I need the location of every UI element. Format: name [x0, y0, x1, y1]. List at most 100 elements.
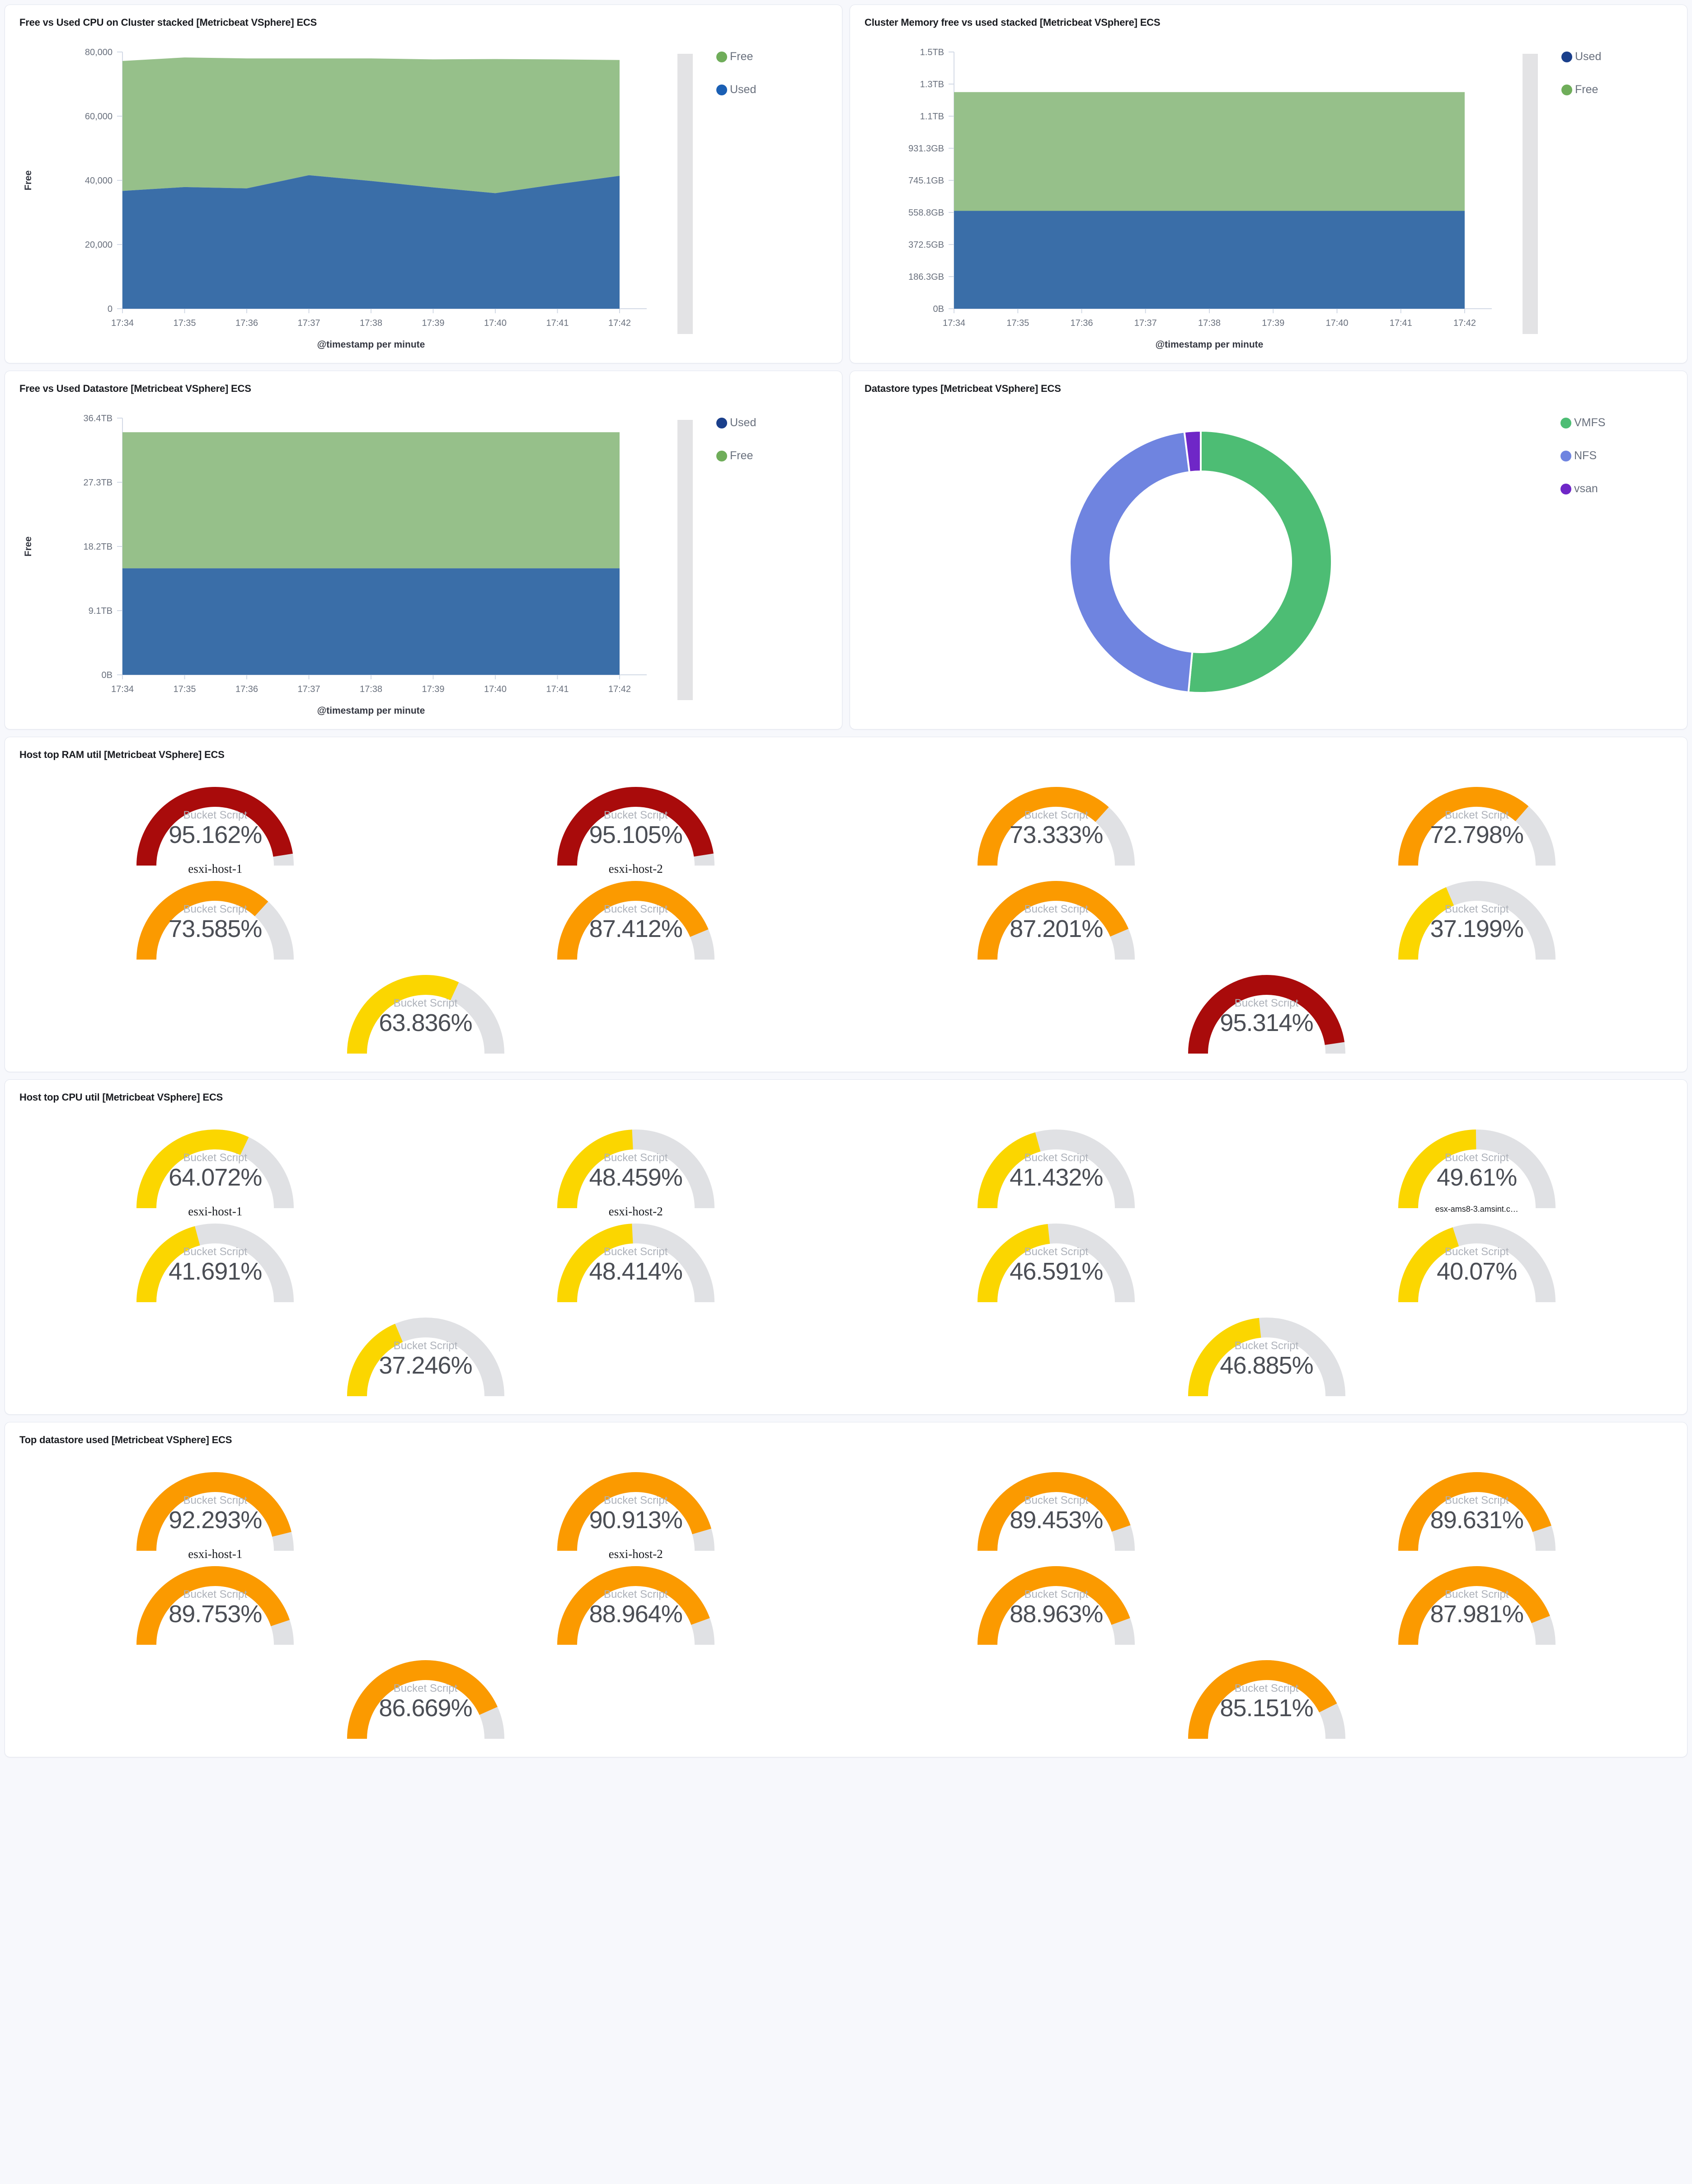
- panel-title-cpu-cluster: Free vs Used CPU on Cluster stacked [Met…: [19, 17, 317, 28]
- gauge-cell[interactable]: Bucket Script 72.798%: [1267, 776, 1687, 870]
- legend-color-swatch-icon: [1560, 417, 1571, 428]
- chart-scrollbar-datastore[interactable]: [677, 420, 693, 700]
- gauge-cell[interactable]: Bucket Script 46.885%: [1056, 1307, 1477, 1401]
- gauge-cell[interactable]: Bucket Script 49.61% esx-ams8-3.amsint.c…: [1267, 1119, 1687, 1214]
- legend-item[interactable]: NFS: [1560, 449, 1687, 462]
- legend-item[interactable]: Used: [1561, 50, 1687, 63]
- gauge[interactable]: Bucket Script 85.151%: [1176, 1649, 1357, 1743]
- gauge[interactable]: Bucket Script 46.885%: [1176, 1307, 1357, 1401]
- svg-text:17:37: 17:37: [1134, 318, 1157, 328]
- gauge[interactable]: Bucket Script 87.981%: [1386, 1555, 1567, 1649]
- gauge[interactable]: Bucket Script 87.412%: [545, 870, 726, 964]
- gauge[interactable]: Bucket Script 48.414%: [545, 1213, 726, 1307]
- gauge-arc: [136, 1130, 294, 1209]
- gauge-cell[interactable]: Bucket Script 46.591%: [846, 1213, 1267, 1307]
- gauge-cell[interactable]: Bucket Script 87.412%: [426, 870, 846, 964]
- gauge[interactable]: Bucket Script 95.314%: [1176, 964, 1357, 1058]
- gauge-cell[interactable]: Bucket Script 73.333%: [846, 776, 1267, 870]
- gauge-cell[interactable]: Bucket Script 95.105% esxi-host-2: [426, 776, 846, 875]
- gauge-cell[interactable]: Bucket Script 95.162% esxi-host-1: [5, 776, 426, 875]
- gauge-cell[interactable]: Bucket Script 89.753%: [5, 1555, 426, 1649]
- gauge-cell[interactable]: Bucket Script 41.432%: [846, 1119, 1267, 1213]
- gauge[interactable]: Bucket Script 37.246%: [335, 1307, 516, 1401]
- gauge[interactable]: Bucket Script 72.798%: [1386, 776, 1567, 870]
- gauge-cell[interactable]: Bucket Script 37.199%: [1267, 870, 1687, 964]
- svg-text:80,000: 80,000: [85, 47, 113, 57]
- legend-item[interactable]: Used: [716, 83, 842, 96]
- gauge[interactable]: Bucket Script 46.591%: [966, 1213, 1147, 1307]
- gauge-arc: [557, 881, 714, 960]
- svg-text:17:34: 17:34: [111, 318, 134, 328]
- svg-text:17:35: 17:35: [1006, 318, 1029, 328]
- gauge-arc: [136, 1472, 294, 1551]
- gauge-cell[interactable]: Bucket Script 37.246%: [215, 1307, 636, 1401]
- gauge-cell[interactable]: Bucket Script 41.691%: [5, 1213, 426, 1307]
- gauge-cell[interactable]: Bucket Script 63.836%: [215, 964, 636, 1058]
- chart-scrollbar-cpu-cluster[interactable]: [677, 54, 693, 334]
- legend-item-label: VMFS: [1574, 416, 1606, 429]
- legend-item[interactable]: Free: [1561, 83, 1687, 96]
- gauge[interactable]: Bucket Script 89.753%: [125, 1555, 306, 1649]
- gauge-arc: [1188, 1660, 1345, 1739]
- gauge[interactable]: Bucket Script 89.453%: [966, 1461, 1147, 1555]
- legend-item[interactable]: Free: [716, 449, 842, 462]
- svg-text:558.8GB: 558.8GB: [908, 208, 944, 218]
- gauge[interactable]: Bucket Script 86.669%: [335, 1649, 516, 1743]
- gauge[interactable]: Bucket Script 95.162% esxi-host-1: [125, 776, 306, 875]
- gauge[interactable]: Bucket Script 90.913% esxi-host-2: [545, 1461, 726, 1561]
- gauge-cell[interactable]: Bucket Script 64.072% esxi-host-1: [5, 1119, 426, 1218]
- donut-chart-wrap: [850, 395, 1533, 729]
- gauge-cell[interactable]: Bucket Script 89.631%: [1267, 1461, 1687, 1555]
- chart-area-cpu-cluster: 0 20,000 40,000 60,000 80,000 17:34 17:35 17:36…: [5, 28, 693, 363]
- gauge[interactable]: Bucket Script 48.459% esxi-host-2: [545, 1119, 726, 1218]
- gauge[interactable]: Bucket Script 41.432%: [966, 1119, 1147, 1213]
- gauge-cell[interactable]: Bucket Script 85.151%: [1056, 1649, 1477, 1743]
- gauge-cell[interactable]: Bucket Script 87.981%: [1267, 1555, 1687, 1649]
- gauge[interactable]: Bucket Script 87.201%: [966, 870, 1147, 964]
- gauge[interactable]: Bucket Script 64.072% esxi-host-1: [125, 1119, 306, 1218]
- gauge-cell[interactable]: Bucket Script 73.585%: [5, 870, 426, 964]
- legend-item[interactable]: vsan: [1560, 482, 1687, 495]
- gauge-cell[interactable]: Bucket Script 88.964%: [426, 1555, 846, 1649]
- svg-text:17:39: 17:39: [422, 684, 444, 694]
- gauge-cell[interactable]: Bucket Script 86.669%: [215, 1649, 636, 1743]
- gauge[interactable]: Bucket Script 73.333%: [966, 776, 1147, 870]
- gauge-cell[interactable]: Bucket Script 48.459% esxi-host-2: [426, 1119, 846, 1218]
- gauge[interactable]: Bucket Script 40.07%: [1386, 1213, 1567, 1307]
- area-chart-cpu-cluster: 0 20,000 40,000 60,000 80,000 17:34 17:35 17:36…: [23, 47, 647, 350]
- gauge[interactable]: Bucket Script 63.836%: [335, 964, 516, 1058]
- legend-item[interactable]: VMFS: [1560, 416, 1687, 429]
- gauge[interactable]: Bucket Script 95.105% esxi-host-2: [545, 776, 726, 875]
- svg-text:@timestamp per minute: @timestamp per minute: [317, 706, 425, 716]
- gauge[interactable]: Bucket Script 73.585%: [125, 870, 306, 964]
- legend-item[interactable]: Used: [716, 416, 842, 429]
- gauge[interactable]: Bucket Script 89.631%: [1386, 1461, 1567, 1555]
- svg-text:17:40: 17:40: [1325, 318, 1348, 328]
- legend-item[interactable]: Free: [716, 50, 842, 63]
- gauge-cell[interactable]: Bucket Script 95.314%: [1056, 964, 1477, 1058]
- gauge[interactable]: Bucket Script 88.964%: [545, 1555, 726, 1649]
- gauge[interactable]: Bucket Script 88.963%: [966, 1555, 1147, 1649]
- chart-area-mem-cluster: 0B 186.3GB 372.5GB 558.8GB 745.1GB 931.3GB 1.1…: [850, 28, 1538, 363]
- gauge-cell[interactable]: Bucket Script 87.201%: [846, 870, 1267, 964]
- gauge-cell[interactable]: Bucket Script 48.414%: [426, 1213, 846, 1307]
- gauge-arc: [557, 1472, 714, 1551]
- svg-text:Free: Free: [23, 170, 33, 190]
- svg-text:0B: 0B: [102, 670, 113, 680]
- panel-datastore-area: Free vs Used Datastore [Metricbeat VSphe…: [5, 371, 842, 730]
- gauge-cell[interactable]: Bucket Script 88.963%: [846, 1555, 1267, 1649]
- gauge-cell[interactable]: Bucket Script 92.293% esxi-host-1: [5, 1461, 426, 1561]
- gauge[interactable]: Bucket Script 37.199%: [1386, 870, 1567, 964]
- gauge-cell[interactable]: Bucket Script 40.07%: [1267, 1213, 1687, 1307]
- gauge-cell[interactable]: Bucket Script 90.913% esxi-host-2: [426, 1461, 846, 1561]
- gauge[interactable]: Bucket Script 41.691%: [125, 1213, 306, 1307]
- chart-scrollbar-mem-cluster[interactable]: [1523, 54, 1538, 334]
- svg-text:20,000: 20,000: [85, 240, 113, 250]
- svg-text:372.5GB: 372.5GB: [908, 240, 944, 250]
- gauge[interactable]: Bucket Script 49.61% esx-ams8-3.amsint.c…: [1386, 1119, 1567, 1214]
- gauge[interactable]: Bucket Script 92.293% esxi-host-1: [125, 1461, 306, 1561]
- gauge-cell[interactable]: Bucket Script 89.453%: [846, 1461, 1267, 1555]
- legend-item-label: Used: [1575, 50, 1602, 63]
- panel-title-top-datastore: Top datastore used [Metricbeat VSphere] …: [19, 1434, 232, 1445]
- gauge-arc: [1188, 1318, 1345, 1397]
